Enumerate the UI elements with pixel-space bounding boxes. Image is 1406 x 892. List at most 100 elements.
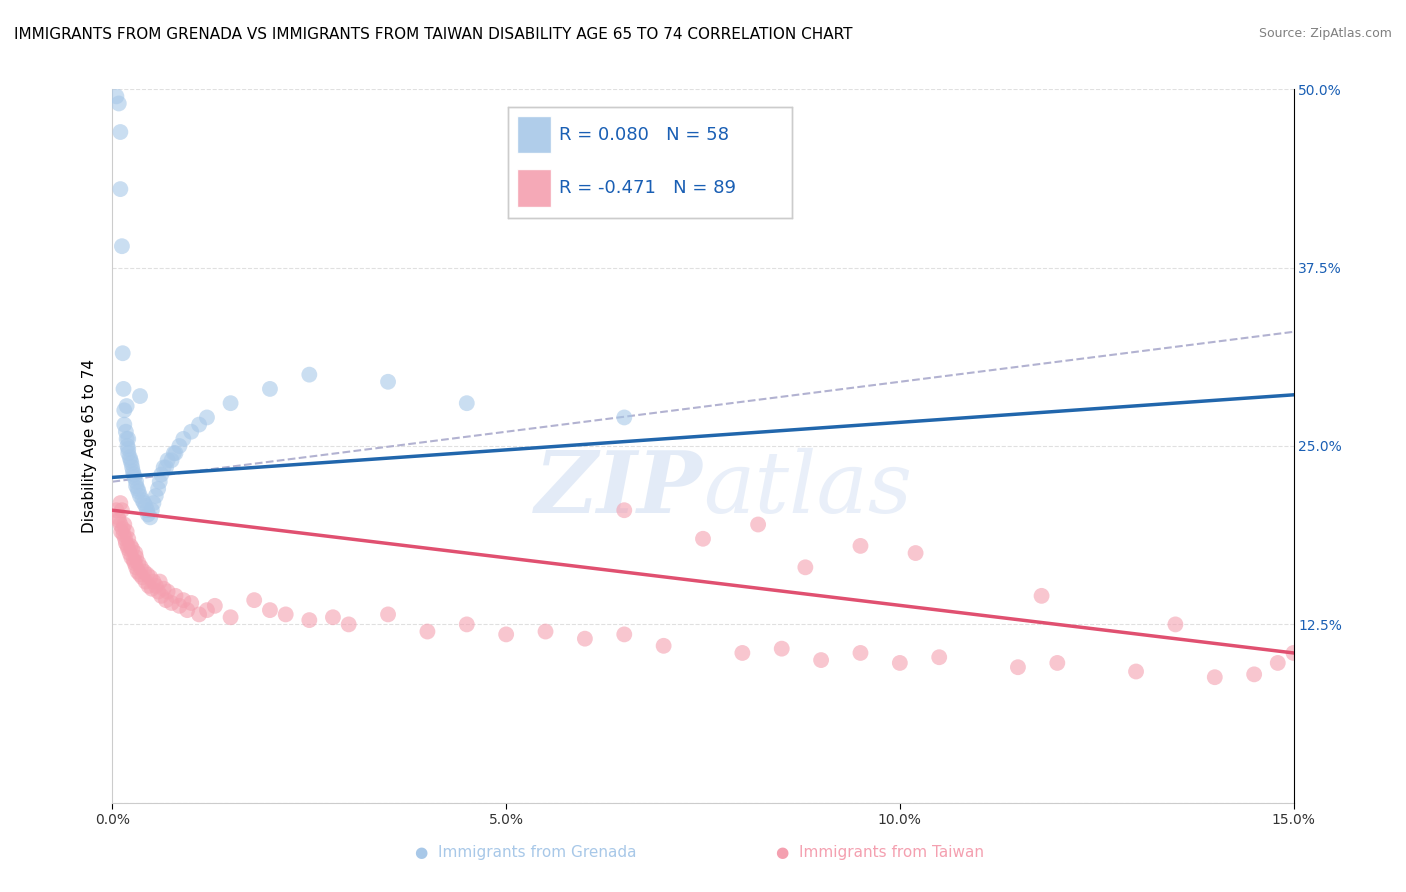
- Point: [122, 465, 145, 479]
- Point: [889, 656, 911, 670]
- Point: [1046, 656, 1069, 670]
- Text: ●  Immigrants from Taiwan: ● Immigrants from Taiwan: [776, 846, 984, 860]
- Point: [259, 603, 281, 617]
- Point: [731, 646, 754, 660]
- Point: [152, 460, 174, 475]
- Point: [188, 417, 211, 432]
- Text: ZIP: ZIP: [536, 447, 703, 531]
- Point: [129, 389, 152, 403]
- Point: [122, 553, 145, 567]
- Point: [112, 403, 135, 417]
- Point: [125, 550, 148, 565]
- Text: IMMIGRANTS FROM GRENADA VS IMMIGRANTS FROM TAIWAN DISABILITY AGE 65 TO 74 CORREL: IMMIGRANTS FROM GRENADA VS IMMIGRANTS FR…: [14, 27, 852, 42]
- Point: [195, 603, 218, 617]
- Point: [121, 541, 143, 556]
- Point: [117, 439, 139, 453]
- Point: [115, 536, 138, 550]
- Point: [132, 565, 155, 579]
- Point: [1282, 646, 1305, 660]
- Point: [274, 607, 297, 622]
- Point: [112, 517, 135, 532]
- Point: [156, 453, 179, 467]
- Point: [1007, 660, 1029, 674]
- Point: [259, 382, 281, 396]
- Point: [111, 503, 134, 517]
- Point: [139, 570, 162, 584]
- Point: [495, 627, 517, 641]
- Point: [139, 510, 162, 524]
- Point: [129, 489, 152, 503]
- Point: [107, 96, 129, 111]
- Point: [124, 546, 146, 560]
- Point: [135, 574, 157, 589]
- Point: [298, 613, 321, 627]
- Point: [111, 346, 134, 360]
- Point: [141, 503, 163, 517]
- Point: [904, 546, 927, 560]
- Point: [149, 574, 172, 589]
- Point: [142, 496, 165, 510]
- Point: [849, 539, 872, 553]
- Point: [613, 503, 636, 517]
- Point: [849, 646, 872, 660]
- Point: [770, 641, 793, 656]
- Point: [115, 399, 138, 413]
- Text: ●  Immigrants from Grenada: ● Immigrants from Grenada: [415, 846, 637, 860]
- Point: [747, 517, 769, 532]
- Point: [127, 482, 149, 496]
- Point: [613, 627, 636, 641]
- Point: [142, 574, 165, 589]
- Point: [692, 532, 714, 546]
- Point: [115, 432, 138, 446]
- Point: [188, 607, 211, 622]
- Point: [105, 89, 128, 103]
- Point: [111, 239, 134, 253]
- Point: [107, 513, 129, 527]
- Point: [110, 125, 132, 139]
- Point: [456, 396, 478, 410]
- Point: [456, 617, 478, 632]
- Point: [141, 582, 163, 596]
- Point: [135, 499, 157, 513]
- Point: [110, 517, 132, 532]
- Point: [169, 599, 191, 613]
- Point: [160, 453, 183, 467]
- Point: [138, 579, 160, 593]
- Point: [131, 570, 153, 584]
- Point: [129, 567, 152, 582]
- Point: [652, 639, 675, 653]
- Point: [337, 617, 360, 632]
- Point: [574, 632, 596, 646]
- Point: [416, 624, 439, 639]
- Point: [145, 489, 167, 503]
- Point: [298, 368, 321, 382]
- Point: [172, 432, 194, 446]
- Point: [165, 589, 187, 603]
- Point: [136, 567, 159, 582]
- Point: [129, 560, 152, 574]
- Point: [1243, 667, 1265, 681]
- Point: [124, 470, 146, 484]
- Y-axis label: Disability Age 65 to 74: Disability Age 65 to 74: [82, 359, 97, 533]
- Point: [117, 539, 139, 553]
- Point: [534, 624, 557, 639]
- Point: [117, 541, 139, 556]
- Point: [115, 425, 138, 439]
- Point: [111, 522, 134, 536]
- Point: [125, 479, 148, 493]
- Point: [163, 446, 186, 460]
- Point: [169, 439, 191, 453]
- Point: [122, 467, 145, 482]
- Point: [322, 610, 344, 624]
- Point: [132, 496, 155, 510]
- Point: [928, 650, 950, 665]
- Point: [127, 565, 149, 579]
- Point: [112, 382, 135, 396]
- Point: [110, 182, 132, 196]
- Point: [1031, 589, 1053, 603]
- Point: [127, 484, 149, 499]
- Point: [219, 396, 242, 410]
- Point: [120, 453, 142, 467]
- Point: [136, 508, 159, 522]
- Point: [150, 589, 173, 603]
